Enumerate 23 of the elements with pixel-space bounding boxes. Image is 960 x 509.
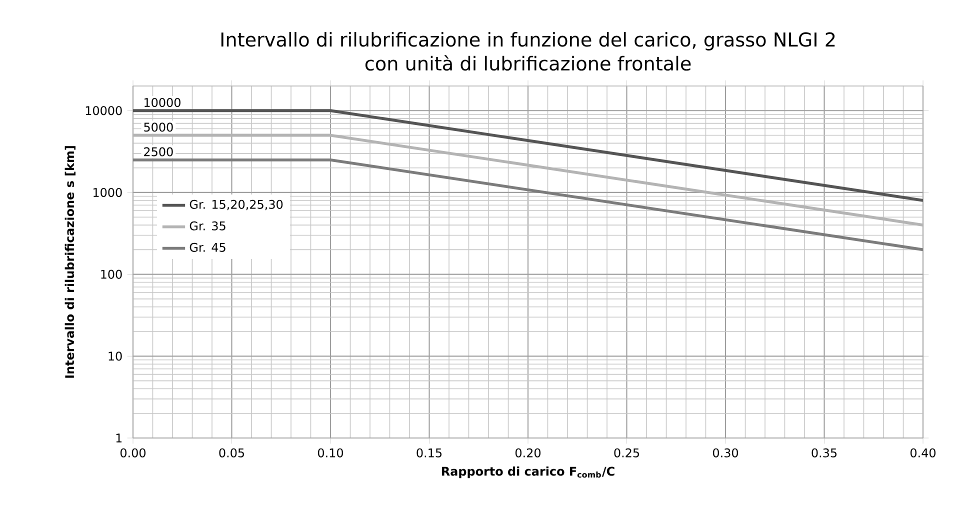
x-tick-label: 0.35 bbox=[812, 448, 837, 458]
x-tick-label: 0.40 bbox=[910, 448, 936, 458]
x-tick-label: 0.15 bbox=[416, 448, 442, 458]
annotation: 10000 bbox=[144, 98, 180, 108]
y-tick-label: 10 bbox=[108, 352, 122, 361]
y-axis-title: Intervallo di rilubrificazione s [km] bbox=[64, 146, 76, 378]
x-tick-label: 0.00 bbox=[120, 448, 146, 458]
x-tick-label: 0.10 bbox=[318, 448, 344, 458]
legend-label: Gr. 45 bbox=[190, 242, 226, 252]
x-tick-label: 0.30 bbox=[712, 448, 738, 458]
x-tick-label: 0.20 bbox=[515, 448, 541, 458]
x-tick-label: 0.05 bbox=[219, 448, 244, 458]
y-tick-label: 1 bbox=[116, 434, 122, 442]
legend-label: Gr. 15,20,25,30 bbox=[190, 200, 283, 210]
x-tick-label: 0.25 bbox=[614, 448, 640, 458]
annotation: 2500 bbox=[144, 147, 173, 156]
x-axis-title: Rapporto di carico F$_{comb}$/C bbox=[442, 466, 614, 478]
y-tick-label: 100 bbox=[101, 270, 122, 279]
y-tick-label: 10000 bbox=[86, 106, 122, 116]
annotation: 5000 bbox=[144, 122, 173, 132]
chart-title: Intervallo di rilubrificazione in funzione del carico, grasso NLGI 2 con unità di lubrificazione frontale bbox=[221, 32, 835, 71]
y-tick-label: 1000 bbox=[94, 188, 122, 197]
legend-label: Gr. 35 bbox=[190, 221, 226, 230]
